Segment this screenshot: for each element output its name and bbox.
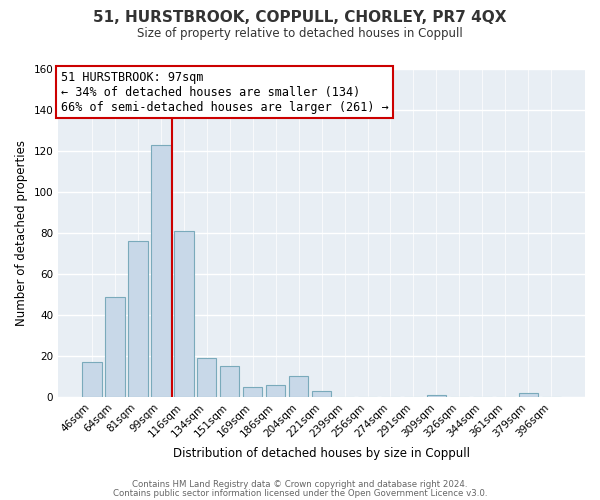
Bar <box>197 358 217 397</box>
Bar <box>243 386 262 397</box>
Text: 51, HURSTBROOK, COPPULL, CHORLEY, PR7 4QX: 51, HURSTBROOK, COPPULL, CHORLEY, PR7 4Q… <box>93 10 507 25</box>
Bar <box>289 376 308 397</box>
Y-axis label: Number of detached properties: Number of detached properties <box>15 140 28 326</box>
Bar <box>82 362 101 397</box>
Text: Contains public sector information licensed under the Open Government Licence v3: Contains public sector information licen… <box>113 488 487 498</box>
Bar <box>151 145 170 397</box>
Bar <box>518 393 538 397</box>
Bar <box>128 241 148 397</box>
Bar <box>427 395 446 397</box>
Bar <box>174 231 194 397</box>
Text: 51 HURSTBROOK: 97sqm
← 34% of detached houses are smaller (134)
66% of semi-deta: 51 HURSTBROOK: 97sqm ← 34% of detached h… <box>61 70 389 114</box>
Bar <box>312 391 331 397</box>
Bar <box>105 296 125 397</box>
Text: Contains HM Land Registry data © Crown copyright and database right 2024.: Contains HM Land Registry data © Crown c… <box>132 480 468 489</box>
Text: Size of property relative to detached houses in Coppull: Size of property relative to detached ho… <box>137 28 463 40</box>
Bar <box>266 384 286 397</box>
X-axis label: Distribution of detached houses by size in Coppull: Distribution of detached houses by size … <box>173 447 470 460</box>
Bar <box>220 366 239 397</box>
